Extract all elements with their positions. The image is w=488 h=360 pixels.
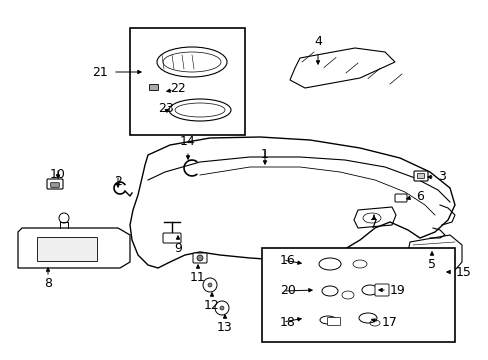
Text: 12: 12 bbox=[203, 299, 220, 312]
Text: 21: 21 bbox=[92, 66, 108, 78]
Text: 7: 7 bbox=[369, 218, 377, 231]
FancyBboxPatch shape bbox=[163, 233, 181, 243]
FancyBboxPatch shape bbox=[193, 253, 206, 263]
Bar bbox=[262, 248, 454, 342]
Text: 23: 23 bbox=[158, 102, 173, 115]
Text: 5: 5 bbox=[427, 258, 435, 271]
Text: 16: 16 bbox=[280, 253, 295, 266]
Text: 19: 19 bbox=[389, 284, 405, 297]
Circle shape bbox=[207, 283, 212, 287]
Text: 11: 11 bbox=[190, 271, 205, 284]
Text: 10: 10 bbox=[50, 168, 66, 181]
Text: 8: 8 bbox=[44, 277, 52, 290]
Text: 4: 4 bbox=[313, 35, 321, 48]
Text: 6: 6 bbox=[415, 190, 423, 203]
Text: 15: 15 bbox=[455, 266, 471, 279]
FancyBboxPatch shape bbox=[413, 171, 427, 181]
Text: 20: 20 bbox=[280, 284, 295, 297]
FancyBboxPatch shape bbox=[394, 194, 406, 202]
FancyBboxPatch shape bbox=[327, 318, 340, 325]
Text: 18: 18 bbox=[280, 315, 295, 328]
Text: 13: 13 bbox=[217, 321, 232, 334]
Text: 14: 14 bbox=[180, 135, 196, 148]
Text: 3: 3 bbox=[437, 171, 445, 184]
FancyBboxPatch shape bbox=[417, 174, 424, 179]
FancyBboxPatch shape bbox=[374, 284, 388, 296]
Text: 22: 22 bbox=[170, 81, 185, 94]
FancyBboxPatch shape bbox=[149, 85, 158, 90]
Circle shape bbox=[197, 255, 203, 261]
FancyBboxPatch shape bbox=[51, 183, 59, 187]
Circle shape bbox=[220, 306, 224, 310]
Text: 9: 9 bbox=[174, 242, 182, 255]
FancyBboxPatch shape bbox=[47, 179, 63, 189]
Text: 17: 17 bbox=[381, 315, 397, 328]
Text: 2: 2 bbox=[114, 175, 122, 188]
FancyBboxPatch shape bbox=[37, 237, 97, 261]
Text: 1: 1 bbox=[261, 148, 268, 161]
Bar bbox=[130, 28, 244, 135]
